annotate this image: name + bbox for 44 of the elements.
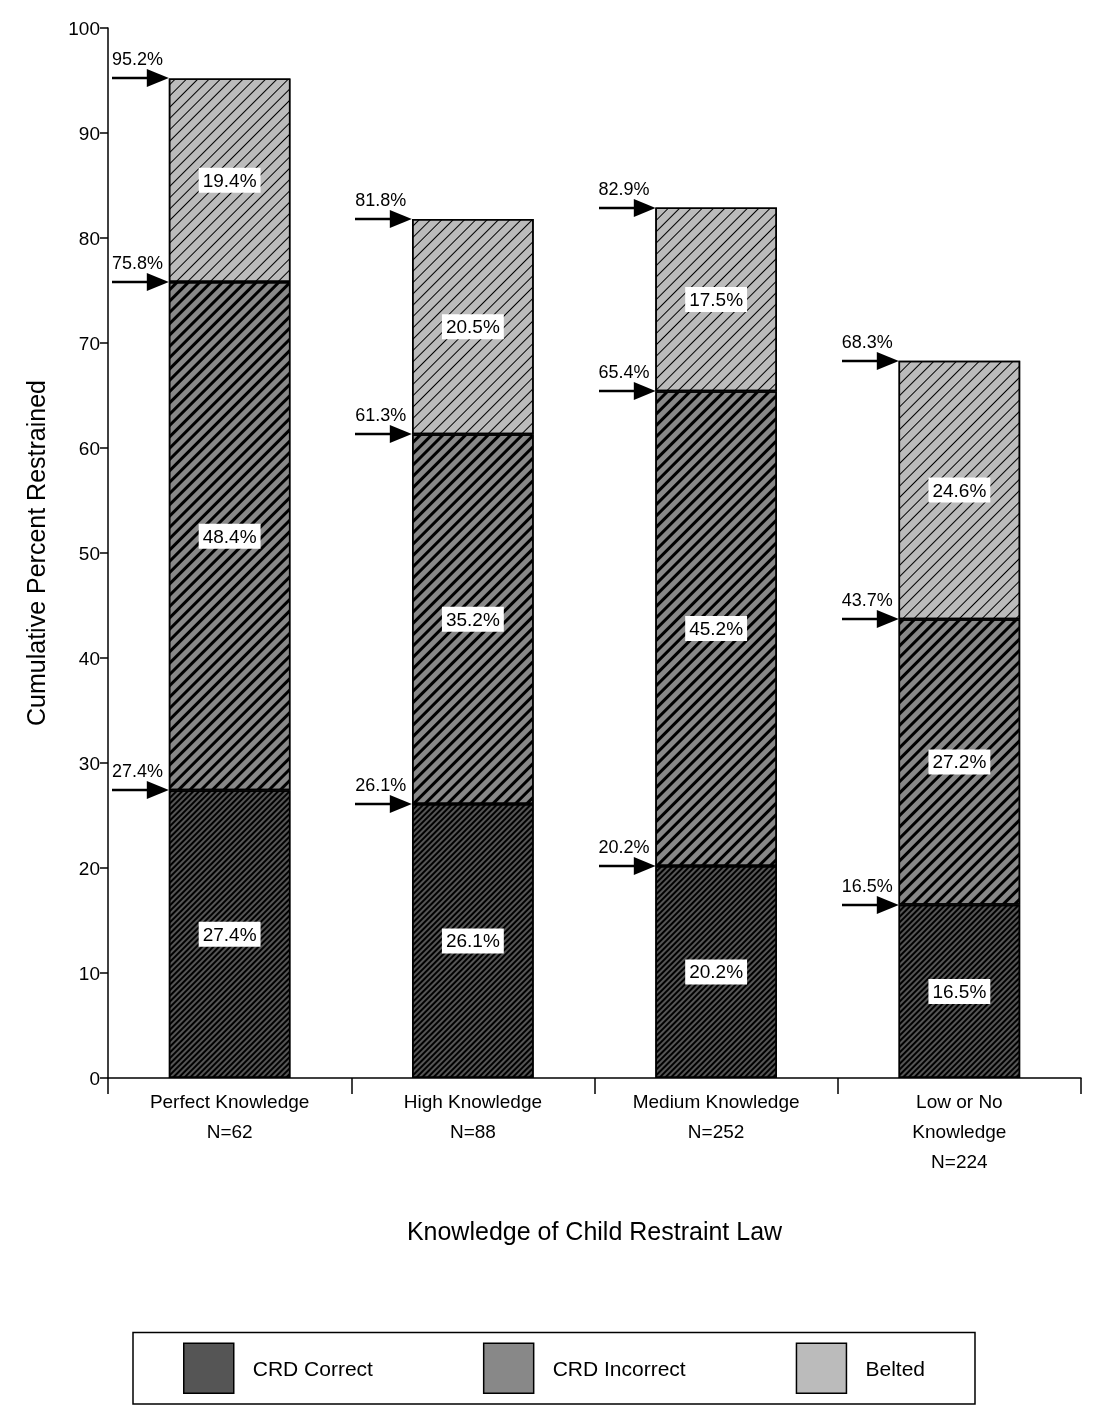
legend-label: CRD Correct	[252, 1356, 374, 1380]
data-label: 27.2%	[932, 751, 987, 773]
legend-label: CRD Incorrect	[552, 1356, 686, 1380]
data-label: 19.4%	[202, 169, 257, 191]
data-label: 20.5%	[445, 316, 500, 338]
annotation: 43.7%	[841, 589, 893, 612]
x-tick-label: Medium Knowledge N=252	[632, 1090, 800, 1142]
annotation: 65.4%	[598, 361, 650, 384]
y-tick-label: 90	[78, 122, 100, 144]
data-label: 48.4%	[202, 525, 257, 547]
data-label: 20.2%	[689, 961, 744, 983]
x-tick-label: Low or No Knowledge N=224	[912, 1090, 1007, 1172]
data-label: 27.4%	[202, 923, 257, 945]
data-label: 26.1%	[445, 930, 500, 952]
y-tick-label: 20	[78, 857, 100, 879]
data-label: 24.6%	[932, 479, 987, 501]
data-label: 45.2%	[689, 618, 744, 640]
annotation: 16.5%	[841, 874, 893, 897]
annotation: 82.9%	[598, 177, 650, 200]
annotation: 26.1%	[355, 773, 407, 796]
y-tick-label: 10	[78, 962, 100, 984]
data-label: 17.5%	[689, 288, 744, 310]
x-tick-label: High Knowledge N=88	[403, 1090, 543, 1142]
y-tick-label: 40	[78, 647, 100, 669]
x-axis-title: Knowledge of Child Restraint Law	[406, 1216, 784, 1245]
annotation: 81.8%	[355, 189, 407, 212]
y-tick-label: 60	[78, 437, 100, 459]
legend-label: Belted	[865, 1356, 925, 1380]
y-tick-label: 30	[78, 752, 100, 774]
annotation: 27.4%	[112, 760, 164, 783]
annotation: 20.2%	[598, 835, 650, 858]
y-tick-label: 0	[89, 1067, 100, 1089]
y-axis-title: Cumulative Percent Restrained	[21, 380, 50, 726]
y-tick-label: 70	[78, 332, 100, 354]
annotation: 68.3%	[841, 330, 893, 353]
annotation: 75.8%	[112, 252, 164, 275]
annotation: 61.3%	[355, 404, 407, 427]
data-label: 35.2%	[445, 608, 500, 630]
y-tick-label: 80	[78, 227, 100, 249]
x-tick-label: Perfect Knowledge N=62	[149, 1090, 310, 1142]
y-tick-label: 100	[68, 17, 100, 39]
data-label: 16.5%	[932, 980, 987, 1002]
annotation: 95.2%	[112, 48, 164, 71]
y-tick-label: 50	[78, 542, 100, 564]
